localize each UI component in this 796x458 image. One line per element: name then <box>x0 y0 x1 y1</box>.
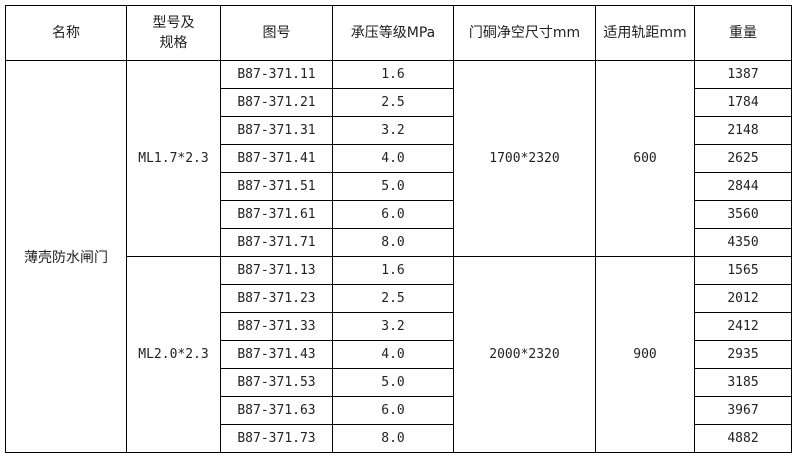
model-cell: ML1.7*2.3 <box>126 60 221 257</box>
pressure-cell: 3.2 <box>332 116 454 145</box>
table-row: B87-371.31 3.2 2148 <box>6 116 792 145</box>
table-row: B87-371.43 4.0 2935 <box>6 340 792 369</box>
drawing-number-cell: B87-371.43 <box>220 340 333 369</box>
table-row: B87-371.61 6.0 3560 <box>6 200 792 229</box>
column-header: 门硐净空尺寸mm <box>453 5 596 61</box>
weight-cell: 3967 <box>694 396 792 425</box>
pressure-cell: 3.2 <box>332 312 454 341</box>
column-header: 图号 <box>220 5 333 61</box>
weight-cell: 1387 <box>694 60 792 89</box>
drawing-number-cell: B87-371.73 <box>220 424 333 453</box>
table-row: B87-371.21 2.5 1784 <box>6 88 792 117</box>
column-header: 适用轨距mm <box>595 5 695 61</box>
spec-table: 名称 型号及规格 图号 承压等级MPa 门硐净空尺寸mm 适用轨距mm 重量 薄壳防水闸门 M… <box>5 5 792 453</box>
drawing-number-cell: B87-371.23 <box>220 284 333 313</box>
pressure-cell: 2.5 <box>332 88 454 117</box>
pressure-cell: 6.0 <box>332 200 454 229</box>
header-row: 名称 型号及规格 图号 承压等级MPa 门硐净空尺寸mm 适用轨距mm 重量 <box>5 5 792 61</box>
drawing-number-cell: B87-371.51 <box>220 172 333 201</box>
weight-cell: 1784 <box>694 88 792 117</box>
pressure-cell: 6.0 <box>332 396 454 425</box>
pressure-cell: 5.0 <box>332 368 454 397</box>
drawing-number-cell: B87-371.53 <box>220 368 333 397</box>
drawing-number-cell: B87-371.31 <box>220 116 333 145</box>
pressure-cell: 8.0 <box>332 228 454 257</box>
column-header: 名称 <box>5 5 127 61</box>
drawing-number-cell: B87-371.21 <box>220 88 333 117</box>
gauge-cell: 600 <box>595 60 695 257</box>
weight-cell: 3185 <box>694 368 792 397</box>
table-row: B87-371.23 2.5 2012 <box>6 284 792 313</box>
pressure-cell: 1.6 <box>332 256 454 285</box>
table-row: B87-371.73 8.0 4882 <box>6 424 792 453</box>
column-header: 承压等级MPa <box>332 5 454 61</box>
drawing-number-cell: B87-371.13 <box>220 256 333 285</box>
table-row: B87-371.33 3.2 2412 <box>6 312 792 341</box>
weight-cell: 2935 <box>694 340 792 369</box>
weight-cell: 2844 <box>694 172 792 201</box>
drawing-number-cell: B87-371.41 <box>220 144 333 173</box>
table-row: ML2.0*2.3 B87-371.13 1.6 2000*2320 900 1565 <box>6 256 792 453</box>
name-cell: 薄壳防水闸门 <box>5 60 127 453</box>
drawing-number-cell: B87-371.33 <box>220 312 333 341</box>
weight-cell: 2625 <box>694 144 792 173</box>
weight-cell: 3560 <box>694 200 792 229</box>
drawing-number-cell: B87-371.63 <box>220 396 333 425</box>
drawing-number-cell: B87-371.61 <box>220 200 333 229</box>
table-row: B87-371.41 4.0 2625 <box>6 144 792 173</box>
weight-cell: 2148 <box>694 116 792 145</box>
drawing-number-cell: B87-371.11 <box>220 60 333 89</box>
weight-cell: 4350 <box>694 228 792 257</box>
pressure-cell: 1.6 <box>332 60 454 89</box>
weight-cell: 2012 <box>694 284 792 313</box>
pressure-cell: 2.5 <box>332 284 454 313</box>
column-header: 重量 <box>694 5 792 61</box>
column-header: 型号及规格 <box>126 5 221 61</box>
table-row: B87-371.71 8.0 4350 <box>6 228 792 257</box>
pressure-cell: 4.0 <box>332 144 454 173</box>
table-row: B87-371.51 5.0 2844 <box>6 172 792 201</box>
model-cell: ML2.0*2.3 <box>126 256 221 453</box>
table-row: 薄壳防水闸门 ML1.7*2.3 B87-371.11 1.6 1700*2320 600… <box>5 60 792 453</box>
pressure-cell: 4.0 <box>332 340 454 369</box>
drawing-number-cell: B87-371.71 <box>220 228 333 257</box>
door-size-cell: 1700*2320 <box>453 60 596 257</box>
pressure-cell: 8.0 <box>332 424 454 453</box>
weight-cell: 4882 <box>694 424 792 453</box>
pressure-cell: 5.0 <box>332 172 454 201</box>
gauge-cell: 900 <box>595 256 695 453</box>
weight-cell: 2412 <box>694 312 792 341</box>
door-size-cell: 2000*2320 <box>453 256 596 453</box>
weight-cell: 1565 <box>694 256 792 285</box>
